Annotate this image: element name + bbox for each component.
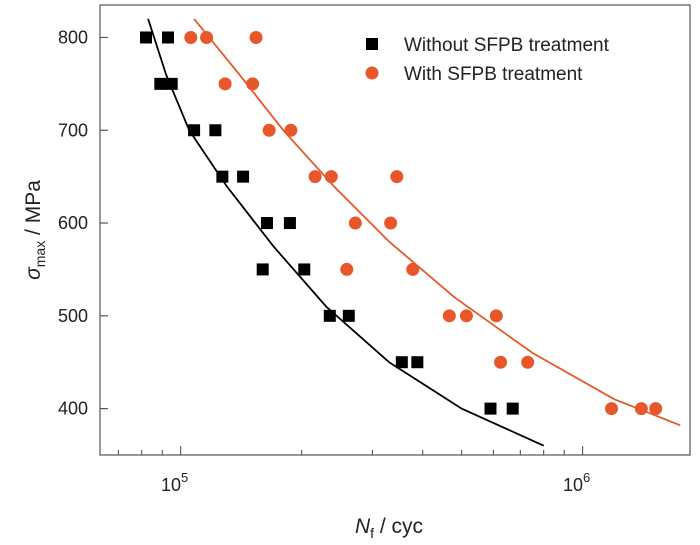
circle-marker: [340, 262, 354, 276]
square-marker: [237, 170, 250, 183]
circle-marker: [384, 216, 398, 230]
square-marker: [256, 263, 269, 276]
square-marker: [342, 309, 355, 322]
square-marker: [298, 263, 311, 276]
circle-marker: [262, 123, 276, 137]
y-tick-label: 700: [58, 120, 88, 140]
circle-marker: [649, 402, 663, 416]
x-tick-label: 105: [161, 470, 188, 495]
circle-marker: [218, 77, 232, 91]
circle-marker: [489, 309, 503, 323]
legend-label: With SFPB treatment: [404, 64, 583, 85]
square-marker: [283, 217, 296, 230]
square-marker: [484, 402, 497, 415]
circle-marker: [324, 170, 338, 184]
square-marker: [411, 356, 424, 369]
x-axis-ticks: 105 106: [117, 446, 590, 495]
legend-circle-marker: [365, 66, 379, 80]
y-tick-label: 400: [58, 399, 88, 419]
legend-label: Without SFPB treatment: [404, 35, 610, 56]
circle-marker: [521, 355, 535, 369]
square-marker: [506, 402, 519, 415]
circle-marker: [249, 30, 263, 44]
square-marker: [216, 170, 229, 183]
y-tick-label: 500: [58, 306, 88, 326]
legend: Without SFPB treatment With SFPB treatmen…: [365, 35, 610, 85]
circle-marker: [390, 170, 404, 184]
plot-border: [99, 4, 691, 456]
fit-curve: [147, 18, 545, 447]
circle-marker: [494, 355, 508, 369]
circle-marker: [406, 262, 420, 276]
y-axis-title: σmax / MPa: [22, 180, 48, 280]
plot-frame: [99, 4, 691, 456]
fit-curve: [193, 18, 681, 427]
legend-square-marker: [366, 38, 378, 50]
square-marker: [154, 77, 167, 90]
square-marker: [261, 217, 274, 230]
circle-marker: [634, 402, 648, 416]
x-axis-title: Nf / cyc: [355, 515, 423, 541]
circle-marker: [442, 309, 456, 323]
y-tick-label: 800: [58, 27, 88, 47]
axis-titles: Nf / cyc σmax / MPa: [22, 180, 423, 541]
circle-marker: [308, 170, 322, 184]
square-marker: [323, 309, 336, 322]
circle-marker: [184, 30, 198, 44]
circle-marker: [284, 123, 298, 137]
square-marker: [209, 124, 222, 137]
square-marker: [395, 356, 408, 369]
circle-marker: [246, 77, 260, 91]
circle-marker: [200, 30, 214, 44]
square-marker: [140, 31, 153, 44]
circle-marker: [348, 216, 362, 230]
circle-marker: [605, 402, 619, 416]
fit-lines: [147, 18, 681, 447]
circle-marker: [459, 309, 473, 323]
square-marker: [161, 31, 174, 44]
square-marker: [188, 124, 201, 137]
square-marker: [165, 77, 178, 90]
data-points: [140, 30, 663, 416]
x-tick-label: 106: [563, 470, 590, 495]
y-axis-ticks: 400 500 600 700 800: [58, 27, 108, 419]
y-tick-label: 600: [58, 213, 88, 233]
